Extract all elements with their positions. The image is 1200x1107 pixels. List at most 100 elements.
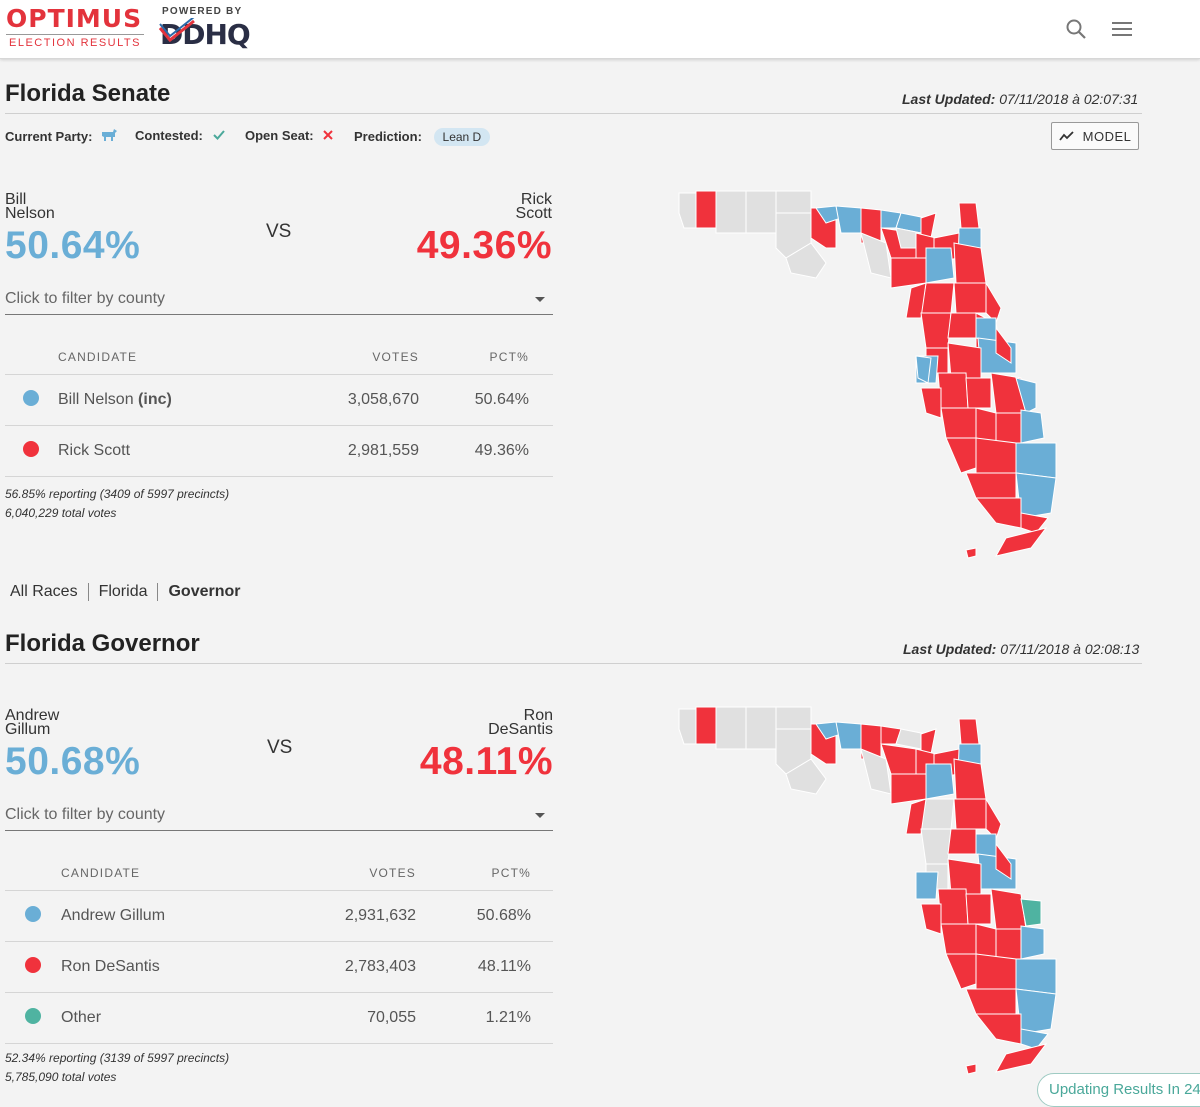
menu-icon[interactable] [1110,17,1134,41]
vs-label: VS [267,737,293,758]
table-row[interactable]: Ron DeSantis 2,783,403 48.11% [5,941,553,993]
ddhq-logo: DDHQ [158,18,251,51]
right-candidate-pct: 48.11% [419,740,553,783]
prediction-badge: Lean D [433,128,491,146]
prediction-label: Prediction: [354,129,422,144]
reporting-status: 52.34% reporting (3139 of 5997 precincts… [5,1051,230,1065]
right-candidate-name: Rick Scott [440,191,552,222]
breadcrumb-governor: Governor [168,583,241,600]
senate-title: Florida Senate [5,80,171,107]
candidate-pct: 49.36% [420,425,530,477]
incumbent-tag: (inc) [138,391,172,408]
candidate-name: Bill Nelson [58,391,134,408]
filter-placeholder: Click to filter by county [5,290,166,307]
senate-results-table: CANDIDATE VOTES PCT% Bill Nelson (inc) 3… [5,340,553,477]
ddhq-check-icon [158,18,195,43]
breadcrumb-separator [157,583,159,601]
party-dot [24,956,41,973]
governor-county-map[interactable] [676,704,1061,1079]
last-updated-value: 07/11/2018 à 02:07:31 [999,91,1139,107]
check-icon [212,130,225,140]
pct-column-header: PCT% [420,340,530,375]
search-icon[interactable] [1064,17,1088,41]
trend-icon [1058,131,1074,141]
table-row[interactable]: Rick Scott 2,981,559 49.36% [5,425,553,477]
total-votes: 6,040,229 total votes [5,506,117,520]
candidate-column-header: CANDIDATE [60,856,330,891]
first-name: Andrew [5,707,60,724]
party-dot [23,440,39,457]
cross-icon [323,130,333,140]
brand-name: OPTIMUS [6,4,143,33]
contested-label: Contested: [135,128,203,143]
current-party-label: Current Party: [5,129,93,144]
vs-label: VS [266,221,292,242]
table-row[interactable]: Bill Nelson (inc) 3,058,670 50.64% [5,374,553,426]
last-name: Scott [515,205,552,222]
votes-column-header: VOTES [327,340,420,375]
party-dot [23,389,39,406]
senate-county-map[interactable] [676,188,1061,563]
table-row[interactable]: Andrew Gillum 2,931,632 50.68% [5,890,553,942]
breadcrumb-all-races[interactable]: All Races [10,583,78,600]
table-row[interactable]: Other 70,055 1.21% [5,992,553,1044]
votes-column-header: VOTES [330,856,417,891]
contested: Contested: [135,128,225,143]
candidate-pct: 50.68% [417,890,532,942]
county-filter-dropdown[interactable]: Click to filter by county [5,806,553,831]
candidate-pct: 50.64% [420,374,530,426]
filter-placeholder: Click to filter by county [5,806,166,823]
candidate-votes: 2,981,559 [327,425,420,477]
governor-last-updated: Last Updated: 07/11/2018 à 02:08:13 [903,641,1139,657]
table-header: CANDIDATE VOTES PCT% [5,340,553,375]
breadcrumb-florida[interactable]: Florida [98,583,148,600]
senate-last-updated: Last Updated: 07/11/2018 à 02:07:31 [902,91,1138,107]
powered-by-label: POWERED BY [162,6,243,17]
open-seat-label: Open Seat: [245,128,314,143]
governor-reporting: 52.34% reporting (3139 of 5997 precincts… [5,1049,229,1087]
first-name: Rick [520,191,552,208]
party-dot [24,1007,41,1024]
brand-subtitle: ELECTION RESULTS [6,34,144,49]
right-candidate-name: Ron DeSantis [440,707,553,738]
prediction: Prediction: Lean D [354,128,491,146]
total-votes: 5,785,090 total votes [5,1070,117,1084]
candidate-name: Other [60,992,330,1044]
candidate-votes: 70,055 [330,992,417,1044]
last-name: Nelson [5,205,55,222]
left-candidate-name: Bill Nelson [5,191,55,222]
optimus-logo[interactable]: OPTIMUS ELECTION RESULTS [6,5,151,49]
county-filter-dropdown[interactable]: Click to filter by county [5,290,553,315]
top-bar: OPTIMUS ELECTION RESULTS POWERED BY DDHQ [0,0,1200,59]
senate-reporting: 56.85% reporting (3409 of 5997 precincts… [5,485,229,523]
right-candidate-pct: 49.36% [416,224,552,267]
model-button-label: MODEL [1082,128,1132,144]
donkey-icon [102,129,118,141]
candidate-votes: 2,783,403 [330,941,417,993]
first-name: Ron [523,707,553,724]
last-updated-label: Last Updated: [902,91,996,107]
candidate-name: Andrew Gillum [60,890,330,942]
left-candidate-pct: 50.68% [5,740,141,783]
candidate-votes: 3,058,670 [327,374,420,426]
candidate-pct: 1.21% [417,992,532,1044]
left-candidate-pct: 50.64% [5,224,141,267]
last-name: DeSantis [488,721,553,738]
party-dot [24,905,41,922]
last-updated-value: 07/11/2018 à 02:08:13 [1000,641,1140,657]
candidate-name: Rick Scott [57,425,327,477]
table-header: CANDIDATE VOTES PCT% [5,856,553,891]
breadcrumb: All Races Florida Governor [10,583,241,601]
first-name: Bill [5,191,27,208]
reporting-status: 56.85% reporting (3409 of 5997 precincts… [5,487,230,501]
candidate-votes: 2,931,632 [330,890,417,942]
candidate-column-header: CANDIDATE [57,340,327,375]
governor-results-table: CANDIDATE VOTES PCT% Andrew Gillum 2,931… [5,856,553,1044]
updating-results-status: Updating Results In 24s [1037,1073,1200,1107]
open-seat: Open Seat: [245,128,333,143]
divider [5,663,1142,664]
model-button[interactable]: MODEL [1051,122,1139,150]
breadcrumb-separator [87,583,89,601]
candidate-pct: 48.11% [417,941,532,993]
left-candidate-name: Andrew Gillum [5,707,60,738]
